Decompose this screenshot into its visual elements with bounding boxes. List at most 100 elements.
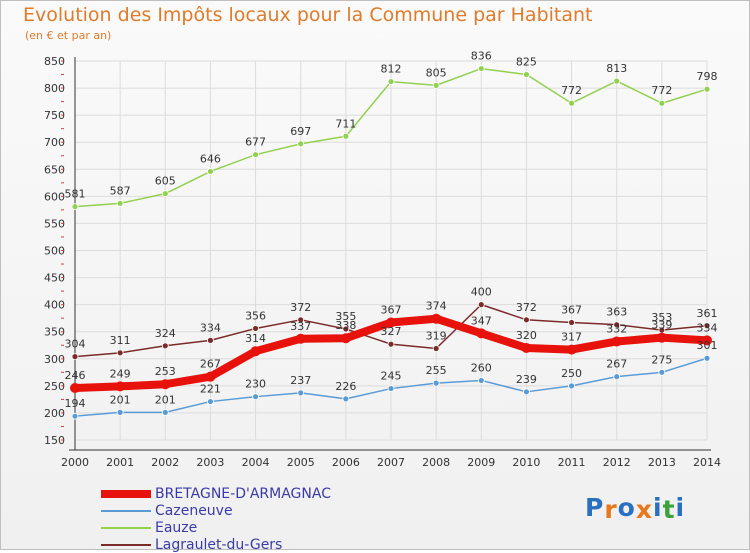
line-chart: 150 200 250 300 350 400 450 500 550 600 650 700 750 8…: [44, 50, 721, 469]
data-label: 356: [245, 309, 266, 322]
y-tick-label: 850: [44, 55, 65, 68]
data-label: 836: [471, 50, 492, 63]
data-point: [523, 316, 530, 324]
data-point: [115, 381, 126, 392]
data-label: 250: [561, 367, 582, 380]
data-point: [432, 379, 440, 387]
data-point: [568, 319, 575, 326]
data-label: 363: [606, 306, 627, 319]
data-label: 772: [651, 84, 672, 97]
data-label: 317: [561, 331, 582, 344]
data-point: [70, 383, 80, 394]
x-tick-label: 2007: [377, 456, 405, 469]
data-label: 772: [561, 84, 582, 97]
legend-item: Eauze: [101, 519, 331, 536]
data-label: 267: [606, 358, 627, 371]
data-point: [566, 344, 577, 355]
data-label: 260: [471, 361, 492, 374]
data-point: [613, 321, 621, 329]
data-label: 372: [290, 301, 311, 314]
legend-label: Cazeneuve: [155, 502, 233, 519]
data-label: 711: [335, 117, 356, 130]
data-label: 400: [471, 286, 492, 299]
x-tick-label: 2001: [106, 456, 134, 469]
data-point: [71, 203, 79, 211]
data-point: [432, 81, 440, 89]
data-point: [297, 140, 305, 148]
data-point: [252, 393, 259, 401]
data-label: 246: [65, 369, 86, 382]
y-tick-label: 500: [44, 245, 65, 258]
data-label: 221: [200, 383, 221, 396]
data-point: [252, 151, 259, 159]
data-label: 677: [245, 136, 266, 149]
data-point: [477, 377, 485, 384]
data-label: 646: [200, 152, 221, 165]
data-point: [342, 395, 350, 403]
y-tick-label: 450: [44, 272, 65, 285]
x-tick-label: 2000: [61, 456, 89, 469]
x-tick-label: 2008: [422, 456, 450, 469]
x-tick-label: 2003: [196, 456, 224, 469]
y-tick-label: 400: [44, 299, 65, 312]
data-label: 253: [155, 365, 176, 378]
y-tick-label: 750: [44, 109, 65, 122]
data-point: [432, 345, 440, 352]
x-tick-label: 2002: [151, 456, 179, 469]
data-point: [703, 354, 711, 362]
data-point: [387, 340, 395, 348]
data-point: [477, 301, 485, 309]
data-point: [611, 336, 622, 347]
data-point: [477, 65, 485, 72]
data-point: [476, 328, 487, 339]
data-label: 239: [516, 373, 537, 386]
legend-label: Eauze: [155, 519, 198, 536]
data-point: [523, 71, 530, 78]
x-tick-label: 2012: [603, 456, 631, 469]
legend-item: BRETAGNE-D'ARMAGNAC: [101, 485, 331, 502]
data-label: 230: [245, 378, 266, 391]
data-label: 334: [200, 321, 221, 334]
data-label: 320: [516, 329, 537, 342]
legend-item: Cazeneuve: [101, 502, 331, 519]
y-tick-label: 300: [44, 353, 65, 366]
data-point: [71, 412, 79, 420]
data-label: 311: [110, 334, 131, 347]
data-point: [207, 168, 214, 175]
data-label: 201: [110, 393, 131, 406]
data-point: [207, 398, 214, 405]
y-tick-label: 200: [44, 407, 65, 420]
chart-title: Evolution des Impôts locaux pour la Comm…: [23, 4, 593, 26]
data-label: 327: [381, 325, 402, 338]
data-label: 587: [110, 184, 131, 197]
data-point: [703, 85, 711, 93]
data-label: 798: [697, 70, 718, 83]
data-point: [161, 408, 169, 416]
data-point: [161, 190, 169, 198]
data-label: 805: [426, 66, 447, 79]
legend-swatch: [101, 509, 151, 512]
data-point: [207, 336, 214, 344]
legend-label: BRETAGNE-D'ARMAGNAC: [155, 485, 331, 502]
data-label: 337: [290, 320, 311, 333]
y-tick-label: 700: [44, 136, 65, 149]
data-point: [160, 379, 171, 390]
data-point: [658, 99, 666, 107]
data-point: [342, 325, 350, 333]
data-point: [521, 342, 532, 353]
data-label: 367: [561, 304, 582, 317]
data-label: 339: [651, 319, 672, 332]
data-point: [703, 322, 711, 330]
data-label: 332: [606, 322, 627, 335]
chart-subtitle: (en € et par an): [25, 29, 112, 42]
data-point: [252, 325, 259, 332]
x-tick-label: 2006: [332, 456, 360, 469]
x-tick-label: 2005: [287, 456, 315, 469]
y-tick-label: 250: [44, 380, 65, 393]
x-tick-label: 2014: [693, 456, 721, 469]
data-label: 304: [65, 338, 86, 351]
x-tick-label: 2013: [648, 456, 676, 469]
chart-legend: BRETAGNE-D'ARMAGNAC Cazeneuve Eauze Lagraul…: [101, 485, 331, 553]
data-label: 697: [290, 125, 311, 138]
data-point: [613, 77, 621, 85]
